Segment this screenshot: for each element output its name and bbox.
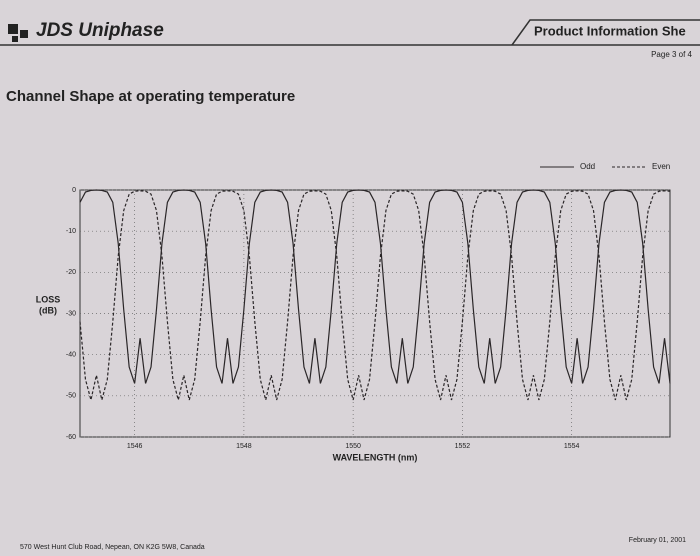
x-axis-label: WAVELENGTH (nm) xyxy=(333,452,418,462)
series-line xyxy=(79,190,671,401)
y-tick-label: -20 xyxy=(66,269,76,276)
series-line xyxy=(79,189,671,384)
sheet-label: Product Information She xyxy=(534,23,686,38)
x-tick-label: 1554 xyxy=(564,443,580,450)
legend-label: Even xyxy=(652,162,670,171)
y-axis-label: (dB) xyxy=(39,305,57,315)
x-tick-label: 1550 xyxy=(345,443,361,450)
y-tick-label: -60 xyxy=(66,434,76,441)
x-tick-label: 1552 xyxy=(455,443,471,450)
y-tick-label: -10 xyxy=(66,228,76,235)
footer-address: 570 West Hunt Club Road, Nepean, ON K2G … xyxy=(20,544,205,551)
y-tick-label: -30 xyxy=(66,310,76,317)
y-tick-label: -40 xyxy=(66,352,76,359)
legend-label: Odd xyxy=(580,162,595,171)
y-tick-label: -50 xyxy=(66,393,76,400)
page-number: Page 3 of 4 xyxy=(651,50,692,59)
page-title: Channel Shape at operating temperature xyxy=(6,88,295,105)
x-tick-label: 1548 xyxy=(236,443,252,450)
y-axis-label: LOSS xyxy=(36,294,61,304)
y-tick-label: 0 xyxy=(72,187,76,194)
logo-text: JDS Uniphase xyxy=(36,20,164,41)
footer-date: February 01, 2001 xyxy=(629,537,686,544)
logo-icon xyxy=(8,24,28,42)
x-tick-label: 1546 xyxy=(127,443,143,450)
header-tab xyxy=(511,19,700,46)
